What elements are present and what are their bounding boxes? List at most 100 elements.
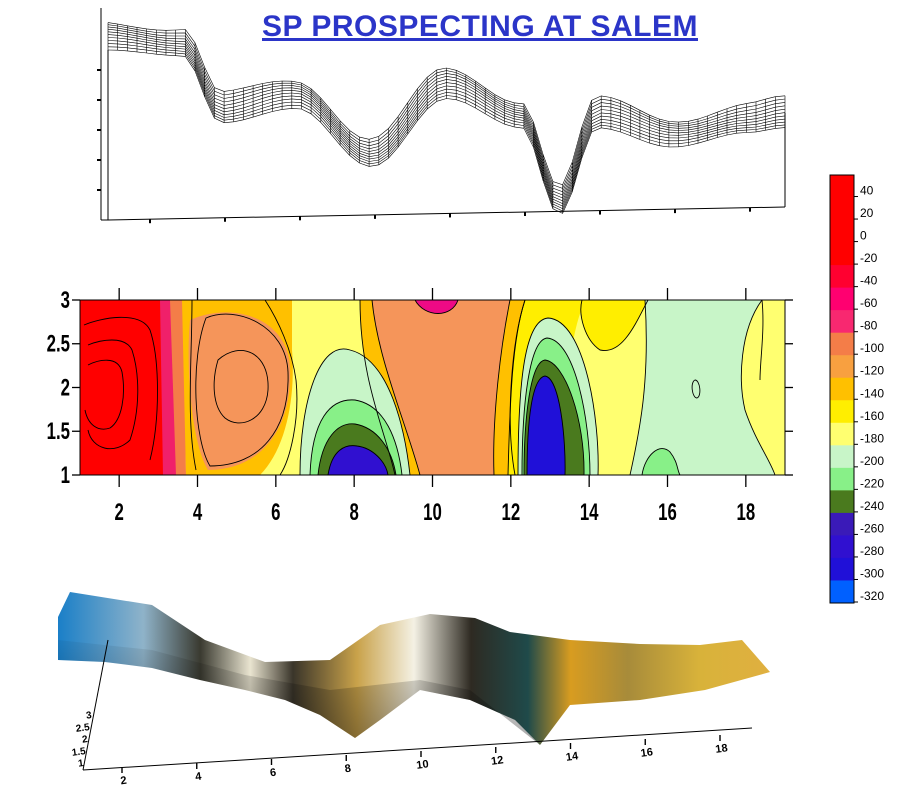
contour-y-tick-label: 2.5 [47,331,70,358]
colorbar-swatch [830,265,854,289]
zone-green-small [642,448,680,475]
colorbar-swatch [830,332,854,356]
colorbar-label: -260 [860,521,884,535]
contour-y-tick-label: 2 [61,375,70,402]
colorbar-label: -160 [860,409,884,423]
colorbar-label: -300 [860,566,884,580]
shaded-x-tick-label: 8 [344,763,352,776]
colorbar-label: -120 [860,364,884,378]
colorbar-swatch [830,490,854,514]
colorbar-swatch [830,175,854,199]
colorbar-label: -140 [860,386,884,400]
colorbar-swatch [830,287,854,311]
zone-blue-left [328,445,388,475]
zone-salmon-left [188,312,291,470]
shaded-surface-plot: 2 4 6 8 10 12 14 16 18 32.521.51 [58,592,770,787]
wire-row-line [107,34,786,202]
shaded-y-tick-label: 2 [81,734,88,746]
shaded-y-axis: 32.521.51 [71,710,93,770]
shaded-x-tick-label: 12 [490,754,504,768]
wire-row-line [107,28,786,196]
contour-x-tick-label: 12 [501,499,520,526]
colorbar-label: 40 [860,184,874,198]
contour-x-tick-label: 18 [736,499,755,526]
shaded-x-tick-label: 16 [640,746,654,760]
wire-row-line [107,31,786,199]
colorbar-swatch [830,377,854,401]
colorbar-label: -40 [860,274,878,288]
contour-x-tick-label: 10 [423,499,442,526]
colorbar-label: -180 [860,431,884,445]
wire-row-line [107,40,786,207]
shaded-x-tick-label: 14 [565,750,580,764]
colorbar-swatch [830,580,854,604]
zone-red-high [80,300,164,475]
colorbar-label: 0 [860,229,867,243]
colorbar-swatch [830,242,854,266]
colorbar-label: -220 [860,476,884,490]
colorbar-swatch [830,535,854,559]
colorbar-legend: 40 20 0 -20 -40 -60 -80 -100 -120 -140 -160 -180 -20… [829,174,884,604]
shaded-x-tick-label: 4 [194,771,203,784]
contour-y-tick-label: 3 [61,287,70,314]
colorbar-label: -320 [860,589,884,603]
wire-row-line [107,37,786,205]
shaded-x-axis: 2 4 6 8 10 12 14 16 18 [120,735,729,788]
contour-x-tick-label: 2 [114,499,123,526]
colorbar-frame [829,174,855,604]
shaded-x-tick-label: 18 [715,742,729,756]
wire-base-front [107,206,786,221]
contour-x-axis: 2 4 6 8 10 12 14 16 18 [114,288,755,526]
contour-x-tick-label: 16 [658,499,677,526]
wire-axis-ticks [97,69,751,224]
contour-y-tick-label: 1.5 [47,418,70,445]
wireframe-surface-plot [97,8,786,224]
zone-yellow-far-right [755,300,785,475]
contour-x-tick-label: 14 [580,499,599,526]
shaded-y-tick-label: 1.5 [71,746,87,759]
shaded-z-axis [82,639,109,771]
colorbar-label: -80 [860,319,878,333]
shaded-y-tick-label: 3 [85,710,92,722]
colorbar-swatch [830,197,854,221]
contour-map: 1 1.5 2 2.5 3 2 4 6 8 10 12 14 16 18 [47,287,793,526]
colorbar-swatch [830,445,854,469]
contour-lines [83,300,776,475]
zone-blue-right [527,376,566,475]
wire-mesh [107,22,786,214]
wire-row-line [107,26,786,193]
colorbar-swatch [830,355,854,379]
colorbar-label: 20 [860,206,874,220]
shaded-y-tick-label: 1 [77,758,84,770]
shaded-surface-shadow [58,640,770,745]
chart-title: SP PROSPECTING AT SALEM [262,10,698,43]
shaded-x-tick-label: 10 [416,758,430,772]
colorbar-swatch [830,422,854,446]
contour-y-tick-label: 1 [61,462,70,489]
zone-pink-band [170,300,186,475]
contour-x-tick-label: 4 [193,499,203,526]
contour-y-axis: 1 1.5 2 2.5 3 [47,287,793,489]
shaded-y-tick-label: 2.5 [75,722,91,735]
colorbar-label: -60 [860,296,878,310]
shaded-surface-top [58,592,770,745]
contour-x-tick-label: 8 [349,499,358,526]
wire-row-line [107,22,786,186]
colorbar-swatch [830,512,854,536]
colorbar-label: -100 [860,341,884,355]
shaded-x-tick-label: 6 [269,767,277,780]
colorbar-label: -280 [860,544,884,558]
colorbar-label: -20 [860,251,878,265]
shaded-x-tick-label: 2 [120,775,128,788]
wire-row-line [107,24,786,189]
colorbar-label: -240 [860,499,884,513]
colorbar-swatch [830,400,854,424]
colorbar-label: -200 [860,454,884,468]
colorbar-swatch [830,220,854,244]
colorbar-swatch [830,557,854,581]
contour-x-tick-label: 6 [271,499,280,526]
zone-lightgreen-far-right [630,300,775,475]
zone-yellow-topright [580,300,648,351]
colorbar-swatch [830,310,854,334]
